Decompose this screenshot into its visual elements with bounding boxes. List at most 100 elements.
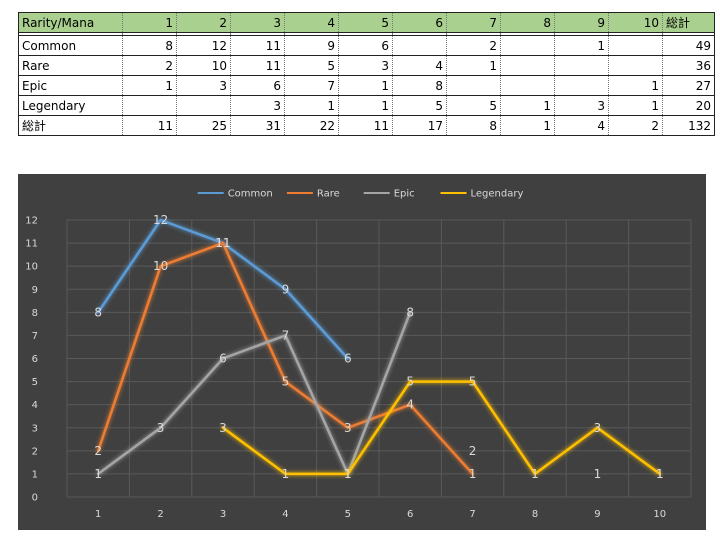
y-tick-label: 1: [32, 469, 38, 480]
table-cell[interactable]: 11: [230, 55, 285, 76]
table-cell[interactable]: 20: [662, 95, 715, 116]
row-label-cell[interactable]: 総計: [18, 115, 123, 136]
legend-label: Epic: [394, 189, 415, 200]
data-label: 1: [656, 467, 664, 481]
table-cell[interactable]: 3: [230, 12, 285, 33]
table-cell[interactable]: 6: [338, 35, 393, 56]
table-cell[interactable]: 2: [446, 35, 501, 56]
table-cell[interactable]: 1: [284, 95, 339, 116]
table-cell[interactable]: 5: [284, 55, 339, 76]
y-tick-label: 7: [32, 331, 38, 342]
y-tick-label: 8: [32, 308, 38, 319]
table-cell[interactable]: 5: [392, 95, 447, 116]
y-tick-label: 6: [32, 354, 38, 365]
table-cell[interactable]: 1: [122, 75, 177, 96]
table-cell[interactable]: 5: [338, 12, 393, 33]
table-cell[interactable]: 31: [230, 115, 285, 136]
table-cell[interactable]: 6: [230, 75, 285, 96]
table-cell[interactable]: 11: [122, 115, 177, 136]
table-cell[interactable]: [500, 75, 555, 96]
data-label: 10: [153, 259, 168, 273]
table-row: Common 8 12 11 9 6 2 1 49: [18, 35, 715, 56]
table-header-row: Rarity/Mana 1 2 3 4 5 6 7 8 9 10 総計: [18, 12, 715, 33]
data-label: 11: [215, 236, 230, 250]
table-cell[interactable]: 49: [662, 35, 715, 56]
table-cell[interactable]: [608, 55, 663, 76]
table-cell[interactable]: 4: [392, 55, 447, 76]
table-cell[interactable]: 6: [392, 12, 447, 33]
table-cell[interactable]: 11: [230, 35, 285, 56]
table-cell[interactable]: 2: [176, 12, 231, 33]
y-tick-label: 0: [32, 493, 38, 504]
data-label: 3: [219, 421, 227, 435]
table-cell[interactable]: 4: [554, 115, 609, 136]
table-cell[interactable]: 1: [608, 95, 663, 116]
data-label: 3: [344, 421, 352, 435]
table-cell[interactable]: 12: [176, 35, 231, 56]
table-cell[interactable]: 4: [284, 12, 339, 33]
table-cell[interactable]: 1: [446, 55, 501, 76]
table-cell[interactable]: 10: [176, 55, 231, 76]
data-label: 1: [344, 467, 352, 481]
table-cell[interactable]: 36: [662, 55, 715, 76]
table-cell[interactable]: 2: [608, 115, 663, 136]
table-cell[interactable]: 1: [122, 12, 177, 33]
table-cell[interactable]: 8: [122, 35, 177, 56]
table-cell[interactable]: 7: [446, 12, 501, 33]
table-cell[interactable]: 17: [392, 115, 447, 136]
table-row: Rare 2 10 11 5 3 4 1 36: [18, 55, 715, 76]
table-cell[interactable]: 3: [338, 55, 393, 76]
table-cell[interactable]: 総計: [662, 12, 715, 33]
table-cell[interactable]: 5: [446, 95, 501, 116]
row-label-cell[interactable]: Common: [18, 35, 123, 56]
table-cell[interactable]: 11: [338, 115, 393, 136]
data-label: 6: [344, 352, 352, 366]
series-line-epic: [96, 311, 412, 476]
table-cell[interactable]: 2: [122, 55, 177, 76]
table-cell[interactable]: [392, 35, 447, 56]
data-label: 5: [469, 375, 477, 389]
table-cell[interactable]: 3: [554, 95, 609, 116]
table-cell[interactable]: 1: [338, 95, 393, 116]
table-cell[interactable]: [500, 35, 555, 56]
table-cell[interactable]: [176, 95, 231, 116]
x-tick-label: 4: [282, 509, 288, 520]
data-label: 5: [406, 375, 414, 389]
table-cell[interactable]: 22: [284, 115, 339, 136]
data-label: 1: [594, 467, 602, 481]
row-label-cell[interactable]: Legendary: [18, 95, 123, 116]
table-cell[interactable]: 25: [176, 115, 231, 136]
table-cell[interactable]: 8: [500, 12, 555, 33]
data-label: 3: [157, 421, 165, 435]
data-label: 4: [406, 398, 414, 412]
row-label-cell[interactable]: Rare: [18, 55, 123, 76]
table-cell[interactable]: 1: [500, 95, 555, 116]
table-cell[interactable]: [554, 55, 609, 76]
table-cell[interactable]: 1: [500, 115, 555, 136]
row-label-cell[interactable]: Epic: [18, 75, 123, 96]
table-cell[interactable]: 27: [662, 75, 715, 96]
data-label: 8: [406, 305, 414, 319]
table-row: 総計 11 25 31 22 11 17 8 1 4 2 132: [18, 115, 715, 136]
table-cell[interactable]: 7: [284, 75, 339, 96]
table-cell[interactable]: 10: [608, 12, 663, 33]
table-cell[interactable]: [554, 75, 609, 96]
table-cell[interactable]: 1: [554, 35, 609, 56]
x-tick-label: 6: [407, 509, 413, 520]
table-cell[interactable]: 8: [392, 75, 447, 96]
table-cell[interactable]: 3: [230, 95, 285, 116]
table-cell[interactable]: [446, 75, 501, 96]
table-cell[interactable]: [122, 95, 177, 116]
data-label: 6: [219, 352, 227, 366]
table-cell[interactable]: 1: [338, 75, 393, 96]
table-cell[interactable]: 3: [176, 75, 231, 96]
row-label-cell[interactable]: Rarity/Mana: [18, 12, 123, 33]
table-cell[interactable]: 132: [662, 115, 715, 136]
table-cell[interactable]: 8: [446, 115, 501, 136]
table-cell[interactable]: 1: [608, 75, 663, 96]
table-cell[interactable]: [608, 35, 663, 56]
data-label: 1: [656, 467, 664, 481]
table-cell[interactable]: 9: [284, 35, 339, 56]
table-cell[interactable]: [500, 55, 555, 76]
table-cell[interactable]: 9: [554, 12, 609, 33]
